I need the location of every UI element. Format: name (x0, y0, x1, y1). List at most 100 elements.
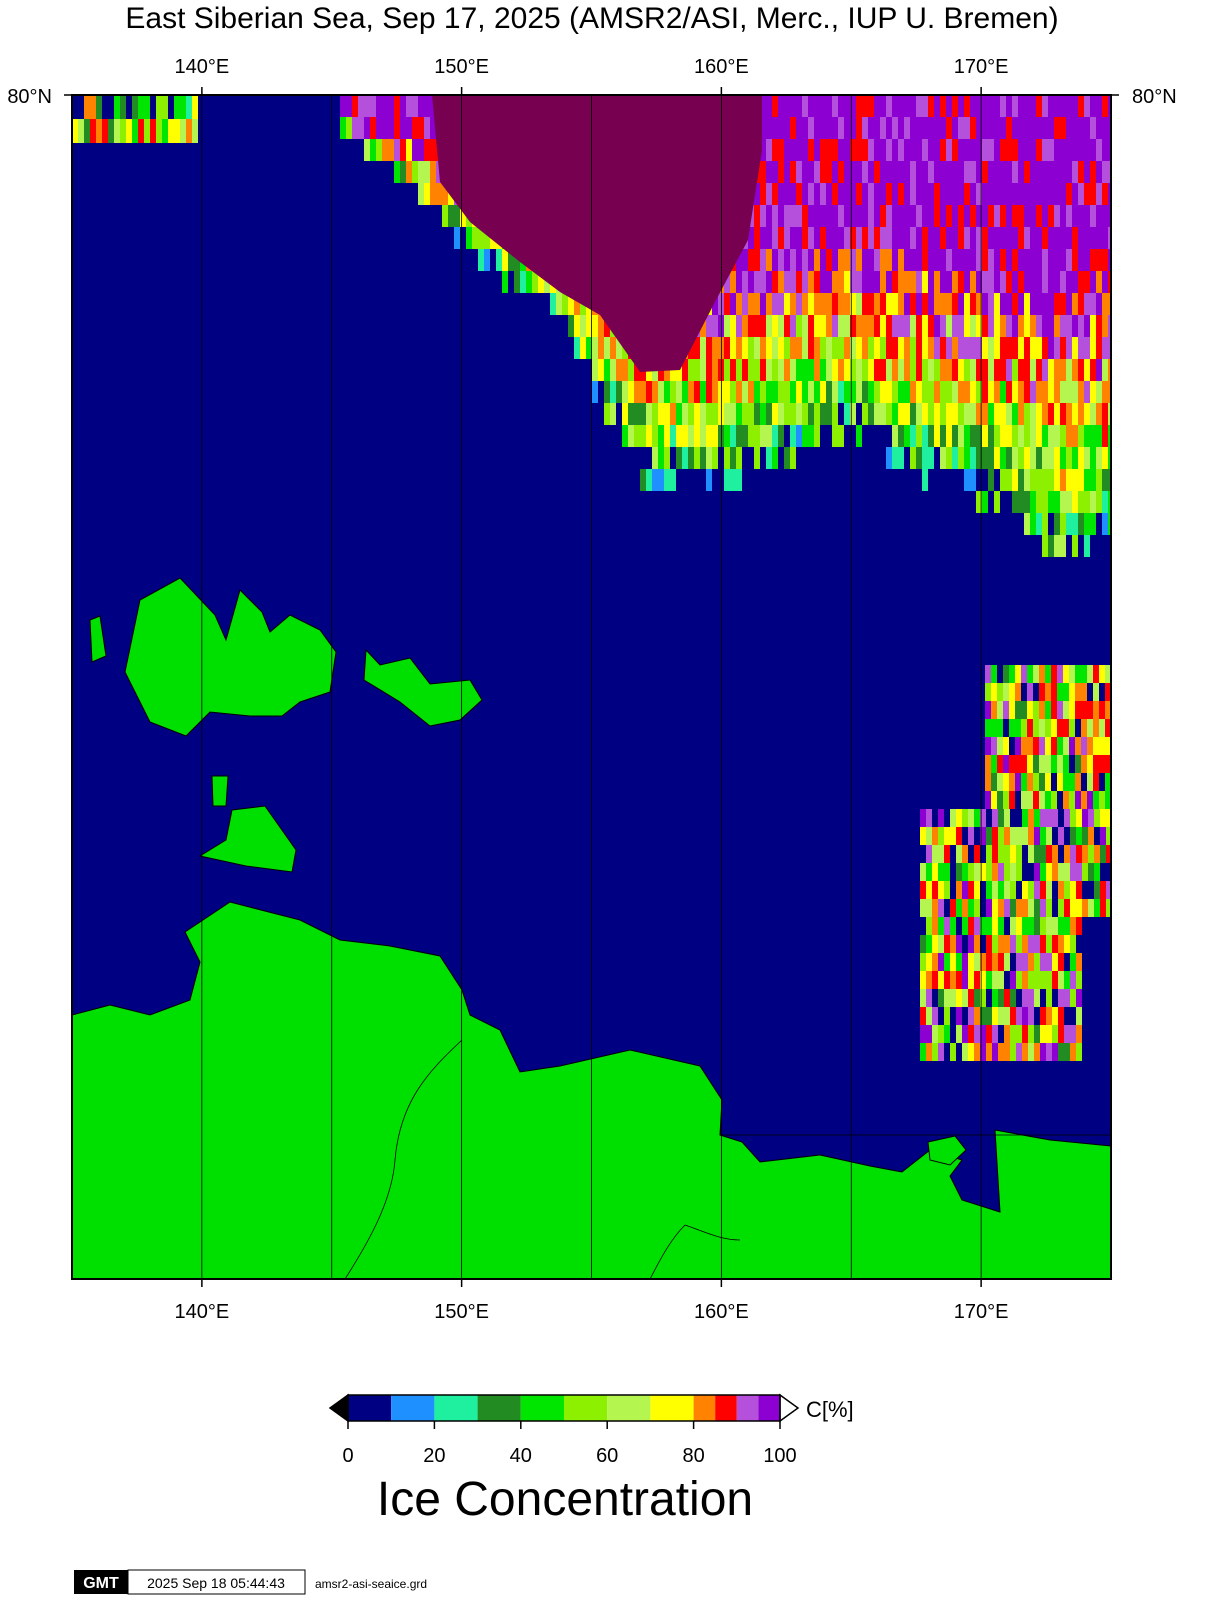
ice-cell (1102, 205, 1108, 227)
ice-cell (994, 271, 1000, 293)
ice-cell (102, 119, 108, 143)
ice-cell (78, 119, 84, 143)
ice-cell (808, 205, 814, 227)
ice-cell (1034, 917, 1040, 935)
ice-cell (886, 403, 892, 425)
ice-cell (1060, 139, 1066, 161)
ice-cell (892, 381, 898, 403)
ice-cell (1102, 139, 1108, 161)
ice-cell (1030, 381, 1036, 403)
ice-cell (796, 227, 802, 249)
ice-cell (388, 95, 394, 117)
ice-cell (968, 935, 974, 953)
ice-cell (850, 315, 856, 337)
ice-cell (766, 95, 772, 117)
ice-cell (928, 425, 934, 447)
ice-cell (1088, 845, 1094, 863)
ice-cell (928, 381, 934, 403)
ice-cell (628, 403, 634, 425)
colorbar-swatch (650, 1395, 694, 1421)
ice-cell (652, 469, 658, 491)
lon-tick-label: 160°E (694, 56, 749, 78)
ice-cell (1052, 935, 1058, 953)
ice-cell (910, 161, 916, 183)
ice-cell (934, 381, 940, 403)
ice-cell (946, 293, 952, 315)
ice-cell (1084, 315, 1090, 337)
ice-cell (1054, 359, 1060, 381)
ice-cell (898, 337, 904, 359)
ice-cell (712, 359, 718, 381)
ice-cell (926, 899, 932, 917)
ice-cell (832, 205, 838, 227)
ice-cell (910, 447, 916, 469)
ice-cell (992, 1043, 998, 1061)
ice-cell (1088, 863, 1094, 881)
ice-cell (920, 881, 926, 899)
colorbar-tick-label: 60 (596, 1445, 618, 1467)
ice-cell (1048, 535, 1054, 557)
ice-cell (1042, 491, 1048, 513)
ice-cell (968, 971, 974, 989)
ice-cell (790, 381, 796, 403)
ice-cell (998, 1007, 1004, 1025)
ice-cell (1060, 469, 1066, 491)
ice-cell (874, 293, 880, 315)
ice-cell (1022, 1043, 1028, 1061)
ice-cell (985, 665, 991, 683)
ice-cell (886, 139, 892, 161)
ice-cell (418, 95, 424, 117)
ice-cell (1087, 791, 1093, 809)
ice-cell (991, 701, 997, 719)
ice-cell (1004, 1043, 1010, 1061)
ice-cell (934, 205, 940, 227)
ice-cell (1036, 469, 1042, 491)
ice-cell (778, 139, 784, 161)
ice-cell (1072, 249, 1078, 271)
ice-cell (974, 953, 980, 971)
ice-cell (466, 227, 472, 249)
ice-cell (976, 491, 982, 513)
ice-cell (1030, 183, 1036, 205)
ice-cell (968, 827, 974, 845)
ice-cell (938, 899, 944, 917)
ice-cell (664, 469, 670, 491)
ice-cell (1040, 1007, 1046, 1025)
ice-cell (1076, 953, 1082, 971)
ice-cell (670, 425, 676, 447)
ice-cell (904, 249, 910, 271)
ice-cell (932, 881, 938, 899)
ice-cell (944, 953, 950, 971)
ice-cell (598, 315, 604, 337)
ice-cell (622, 381, 628, 403)
ice-cell (1046, 809, 1052, 827)
ice-cell (820, 337, 826, 359)
ice-cell (997, 737, 1003, 755)
ice-cell (974, 1043, 980, 1061)
ice-cell (1088, 809, 1094, 827)
ice-cell (1009, 683, 1015, 701)
ice-cell (946, 183, 952, 205)
ice-cell (926, 845, 932, 863)
ice-cell (952, 271, 958, 293)
ice-cell (982, 227, 988, 249)
ice-cell (1030, 205, 1036, 227)
ice-cell (736, 447, 742, 469)
ice-cell (1010, 917, 1016, 935)
ice-cell (1042, 513, 1048, 535)
ice-cell (892, 315, 898, 337)
ice-cell (1034, 971, 1040, 989)
ice-cell (838, 139, 844, 161)
ice-cell (985, 773, 991, 791)
ice-cell (448, 205, 454, 227)
ice-cell (1066, 271, 1072, 293)
ice-cell (1022, 1007, 1028, 1025)
ice-cell (944, 863, 950, 881)
ice-cell (922, 315, 928, 337)
ice-cell (904, 337, 910, 359)
ice-cell (1042, 293, 1048, 315)
ice-cell (760, 293, 766, 315)
ice-cell (986, 1043, 992, 1061)
ice-cell (1054, 425, 1060, 447)
ice-cell (1078, 139, 1084, 161)
